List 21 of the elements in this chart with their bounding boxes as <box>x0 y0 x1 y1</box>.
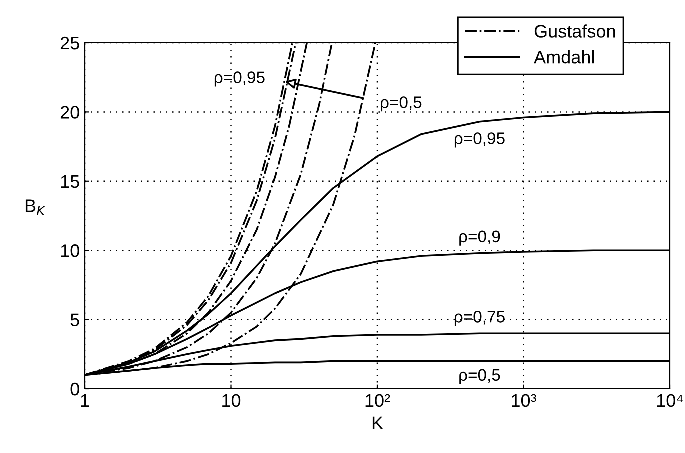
annotation: ρ=0,5 <box>381 96 422 112</box>
x-tick-label: 10² <box>366 394 390 408</box>
x-tick-label: 1 <box>81 394 90 407</box>
x-tick-label: 10⁴ <box>657 394 684 408</box>
annotation: ρ=0,95 <box>214 72 265 87</box>
annotation: ρ=0,5 <box>460 369 500 384</box>
legend-label: Amdahl <box>534 50 594 64</box>
x-axis-title: K <box>372 416 384 430</box>
y-tick-label: 0 <box>70 382 80 396</box>
x-tick-label: 10 <box>222 394 241 408</box>
y-axis-title: B$_{K}$ <box>26 200 46 216</box>
legend-label: Gustafson <box>534 24 616 38</box>
y-tick-label: 15 <box>61 176 80 188</box>
x-tick-label: 10³ <box>512 394 536 408</box>
annotation: ρ=0,75 <box>454 311 505 326</box>
y-tick-label: 10 <box>61 244 80 258</box>
y-tick-label: 20 <box>60 106 80 119</box>
annotation: ρ=0,9 <box>460 230 500 246</box>
annotation: ρ=0,95 <box>454 132 505 148</box>
y-tick-label: 25 <box>60 36 80 50</box>
y-tick-label: 5 <box>70 314 80 327</box>
